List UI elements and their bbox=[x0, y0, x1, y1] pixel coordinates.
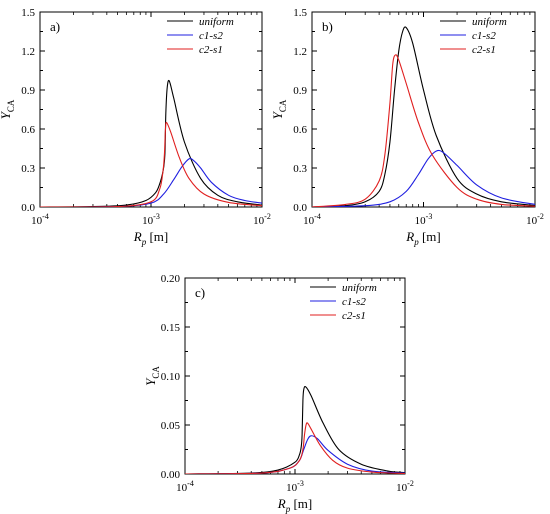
legend-label-c2-s1: c2-s1 bbox=[472, 44, 496, 56]
legend-label-c2-s1: c2-s1 bbox=[199, 44, 223, 56]
y-tick-label: 1.2 bbox=[21, 46, 35, 58]
legend: uniform c1-s2 c2-s1 bbox=[167, 16, 234, 56]
series-line-c2-s1 bbox=[312, 54, 535, 207]
x-tick-label: 10-3 bbox=[142, 212, 160, 227]
x-axis-label-unit: [m] bbox=[290, 496, 312, 511]
y-tick-label: 0.3 bbox=[293, 163, 307, 175]
x-tick-label: 10-4 bbox=[31, 212, 49, 227]
y-tick-label: 0.0 bbox=[21, 202, 35, 214]
x-axis-label-unit: [m] bbox=[146, 229, 168, 244]
x-tick-base: 10 bbox=[142, 215, 154, 227]
x-axis-label-sub: p bbox=[141, 237, 147, 247]
series-line-c2-s1 bbox=[185, 422, 405, 474]
y-tick-label: 0.6 bbox=[21, 124, 35, 136]
x-tick-exponent: -3 bbox=[426, 212, 433, 221]
series-line-uniform bbox=[312, 26, 535, 207]
legend-label-uniform: uniform bbox=[342, 282, 377, 294]
x-tick-base: 10 bbox=[286, 482, 298, 494]
y-tick-label: 1.5 bbox=[293, 7, 307, 19]
x-axis-label-sub: p bbox=[285, 504, 291, 514]
x-tick-label: 10-4 bbox=[303, 212, 321, 227]
x-tick-base: 10 bbox=[526, 215, 538, 227]
x-axis-label-unit: [m] bbox=[419, 229, 441, 244]
x-tick-exponent: -4 bbox=[187, 479, 194, 488]
y-axis-label-main: Y bbox=[143, 377, 158, 386]
legend: uniform c1-s2 c2-s1 bbox=[310, 282, 377, 322]
y-axis-label-sub: CA bbox=[6, 99, 16, 112]
x-axis-label: Rp [m] bbox=[133, 229, 168, 247]
y-axis-label: YCA bbox=[143, 366, 161, 386]
y-axis-label-main: Y bbox=[270, 110, 285, 119]
y-tick-label: 1.2 bbox=[293, 46, 307, 58]
x-tick-base: 10 bbox=[253, 215, 265, 227]
x-tick-exponent: -2 bbox=[407, 479, 414, 488]
x-tick-exponent: -2 bbox=[264, 212, 271, 221]
x-tick-label: 10-4 bbox=[176, 479, 194, 494]
legend-label-uniform: uniform bbox=[199, 16, 234, 28]
series-line-uniform bbox=[40, 79, 262, 207]
y-tick-label: 0.10 bbox=[161, 371, 181, 383]
legend-label-c1-s2: c1-s2 bbox=[342, 296, 366, 308]
x-tick-label: 10-3 bbox=[286, 479, 304, 494]
chart-panel-2: 0.00.30.60.91.21.510-4 10-3 10-2Rp [m]YCAb… bbox=[270, 7, 544, 247]
y-axis-label: YCA bbox=[0, 99, 16, 119]
series-group bbox=[312, 26, 535, 207]
x-tick-base: 10 bbox=[415, 215, 427, 227]
y-axis-label-main: Y bbox=[0, 110, 13, 119]
x-tick-base: 10 bbox=[176, 482, 188, 494]
x-tick-label: 10-2 bbox=[396, 479, 414, 494]
x-tick-exponent: -4 bbox=[42, 212, 49, 221]
series-line-c2-s1 bbox=[40, 121, 262, 207]
y-axis-label: YCA bbox=[270, 99, 288, 119]
y-tick-label: 0.3 bbox=[21, 163, 35, 175]
x-tick-exponent: -4 bbox=[314, 212, 321, 221]
y-tick-label: 0.00 bbox=[161, 469, 181, 481]
x-tick-label: 10-2 bbox=[253, 212, 271, 227]
x-axis-label: Rp [m] bbox=[277, 496, 312, 514]
x-axis-label-main: R bbox=[277, 496, 286, 511]
series-line-c1-s2 bbox=[312, 149, 535, 207]
legend: uniform c1-s2 c2-s1 bbox=[440, 16, 507, 56]
y-tick-label: 0.6 bbox=[293, 124, 307, 136]
x-tick-exponent: -2 bbox=[537, 212, 544, 221]
x-tick-exponent: -3 bbox=[297, 479, 304, 488]
x-tick-base: 10 bbox=[303, 215, 315, 227]
x-tick-label: 10-3 bbox=[415, 212, 433, 227]
plot-frame bbox=[39, 11, 263, 208]
series-line-c1-s2 bbox=[40, 157, 262, 207]
y-tick-label: 0.15 bbox=[161, 322, 181, 334]
panel-label: c) bbox=[195, 285, 205, 300]
x-axis-label-sub: p bbox=[413, 237, 419, 247]
plot-frame bbox=[311, 11, 536, 208]
y-tick-label: 0.9 bbox=[293, 85, 307, 97]
x-axis-label-main: R bbox=[133, 229, 142, 244]
series-group bbox=[40, 79, 262, 207]
x-tick-base: 10 bbox=[31, 215, 43, 227]
y-tick-label: 0.05 bbox=[161, 420, 181, 432]
x-tick-base: 10 bbox=[396, 482, 408, 494]
panel-label: a) bbox=[50, 19, 60, 34]
y-tick-label: 1.5 bbox=[21, 7, 35, 19]
panel-label: b) bbox=[322, 19, 333, 34]
x-tick-exponent: -3 bbox=[153, 212, 160, 221]
legend-label-c1-s2: c1-s2 bbox=[199, 30, 223, 42]
series-line-uniform bbox=[185, 385, 405, 474]
y-axis-label-sub: CA bbox=[278, 99, 288, 112]
chart-panel-1: 0.00.30.60.91.21.510-410-310-2Rp [m]YCAa… bbox=[0, 7, 271, 247]
series-line-c1-s2 bbox=[185, 435, 405, 474]
x-tick-label: 10-2 bbox=[526, 212, 544, 227]
y-tick-label: 0.20 bbox=[161, 273, 181, 285]
y-tick-label: 0.0 bbox=[293, 202, 307, 214]
legend-label-c1-s2: c1-s2 bbox=[472, 30, 496, 42]
plot-frame bbox=[184, 277, 406, 475]
series-group bbox=[185, 385, 405, 474]
y-axis-label-sub: CA bbox=[151, 366, 161, 379]
x-axis-label-main: R bbox=[405, 229, 414, 244]
x-axis-label: Rp [m] bbox=[405, 229, 440, 247]
y-tick-label: 0.9 bbox=[21, 85, 35, 97]
legend-label-c2-s1: c2-s1 bbox=[342, 310, 366, 322]
legend-label-uniform: uniform bbox=[472, 16, 507, 28]
